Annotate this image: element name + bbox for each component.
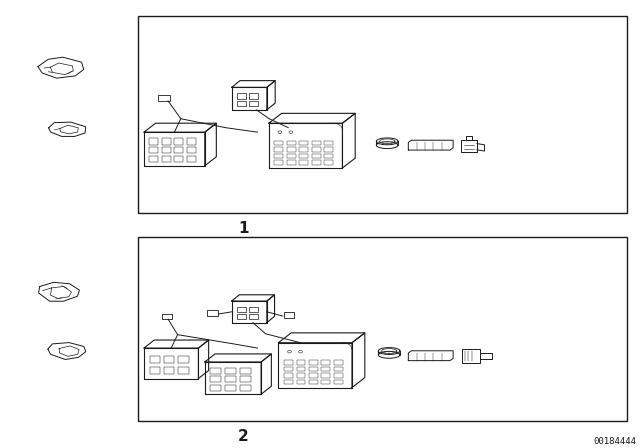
Bar [284, 373, 292, 378]
Bar [300, 160, 308, 164]
Bar [138, 237, 627, 421]
Bar [309, 360, 317, 365]
Bar [162, 147, 171, 153]
Bar [300, 147, 308, 151]
Bar [250, 314, 258, 319]
Bar [466, 136, 472, 140]
Bar [324, 147, 333, 151]
Bar [296, 379, 305, 384]
Bar [250, 93, 258, 99]
Text: 1: 1 [238, 221, 248, 236]
Bar [211, 385, 221, 391]
Bar [174, 138, 183, 145]
Bar [300, 154, 308, 158]
Bar [241, 376, 251, 382]
Bar [461, 140, 477, 152]
Bar [225, 368, 236, 374]
Bar [296, 366, 305, 371]
Bar [334, 373, 342, 378]
Bar [462, 349, 480, 363]
Bar [321, 366, 330, 371]
Bar [324, 141, 333, 145]
Bar [179, 356, 189, 363]
Bar [324, 154, 333, 158]
Bar [138, 16, 627, 213]
Bar [207, 310, 218, 316]
Bar [149, 138, 158, 145]
Bar [287, 154, 296, 158]
Bar [187, 138, 196, 145]
Bar [324, 160, 333, 164]
Bar [334, 379, 342, 384]
Bar [321, 373, 330, 378]
Bar [225, 385, 236, 391]
Bar [187, 156, 196, 162]
Bar [287, 141, 296, 145]
Bar [237, 101, 246, 107]
Bar [275, 141, 283, 145]
Bar [164, 356, 174, 363]
Bar [275, 147, 283, 151]
Bar [211, 376, 221, 382]
Bar [334, 360, 342, 365]
Bar [237, 306, 246, 312]
Bar [162, 156, 171, 162]
Bar [312, 160, 321, 164]
Bar [237, 93, 246, 99]
Text: 2: 2 [238, 429, 248, 444]
Bar [321, 379, 330, 384]
Bar [334, 366, 342, 371]
Bar [284, 366, 292, 371]
Bar [164, 366, 174, 375]
Bar [225, 376, 236, 382]
Bar [312, 154, 321, 158]
Bar [161, 314, 172, 319]
Bar [150, 356, 159, 363]
Bar [179, 366, 189, 375]
Bar [296, 360, 305, 365]
Bar [241, 368, 251, 374]
Bar [321, 360, 330, 365]
Text: 00184444: 00184444 [594, 437, 637, 446]
Bar [250, 306, 258, 312]
Bar [149, 156, 158, 162]
Bar [174, 156, 183, 162]
Bar [250, 101, 258, 107]
Bar [284, 312, 294, 318]
Bar [300, 141, 308, 145]
Bar [309, 373, 317, 378]
Bar [312, 141, 321, 145]
Bar [309, 379, 317, 384]
Bar [150, 366, 159, 375]
Bar [162, 138, 171, 145]
Bar [309, 366, 317, 371]
Bar [275, 154, 283, 158]
Bar [275, 160, 283, 164]
Bar [187, 147, 196, 153]
Bar [241, 385, 251, 391]
Bar [237, 314, 246, 319]
Bar [174, 147, 183, 153]
Bar [296, 373, 305, 378]
Bar [287, 147, 296, 151]
Bar [211, 368, 221, 374]
Bar [284, 379, 292, 384]
Bar [312, 147, 321, 151]
Bar [287, 160, 296, 164]
Bar [149, 147, 158, 153]
Bar [159, 95, 170, 101]
Bar [284, 360, 292, 365]
